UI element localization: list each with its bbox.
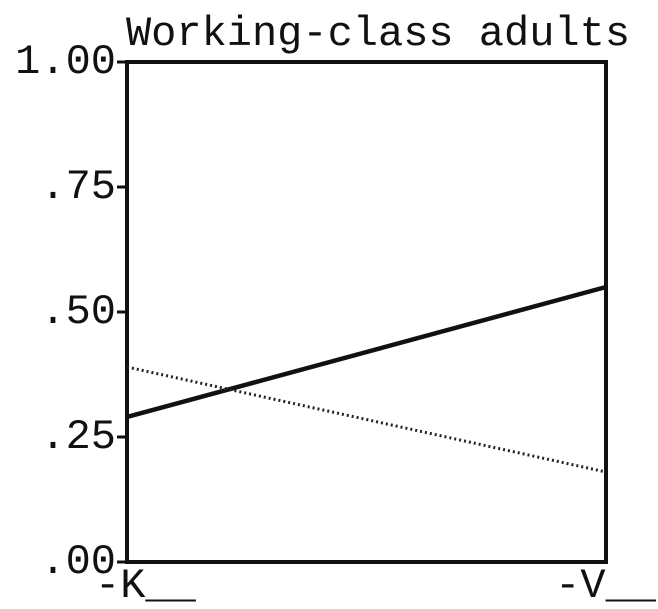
y-tick-label: .50 <box>40 288 116 336</box>
y-tick-label: .25 <box>40 413 116 461</box>
y-tick-label: .75 <box>40 163 116 211</box>
chart-title: Working-class adults <box>126 10 630 58</box>
series-line <box>126 365 607 474</box>
y-tick-label: 1.00 <box>15 38 116 86</box>
series-line <box>126 284 607 420</box>
x-tick-label: -V__ <box>555 562 657 609</box>
y-tick-label: .00 <box>40 538 116 586</box>
plot-frame <box>125 60 608 564</box>
x-tick-label: -K__ <box>95 562 197 609</box>
